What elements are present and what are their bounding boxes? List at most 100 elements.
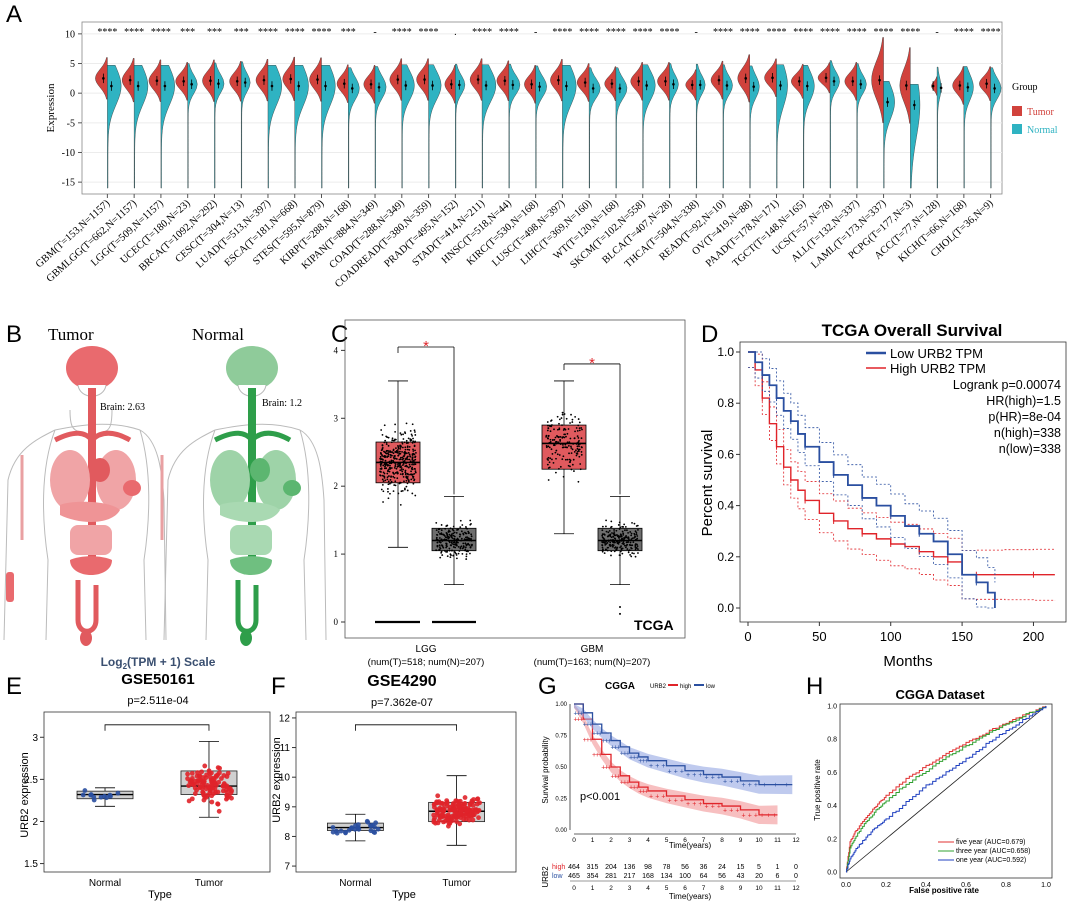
panel-c-point-tumor — [411, 434, 414, 437]
panel-h-xtick-label: 1.0 — [1041, 882, 1051, 889]
panel-c-point-normal — [469, 552, 471, 555]
panel-c-point-normal — [452, 543, 455, 546]
panel-c-point-normal — [459, 526, 462, 529]
panel-g-xtick-label: 3 — [628, 837, 632, 844]
panel-c-point-tumor — [577, 480, 580, 483]
panel-c-point-tumor — [404, 432, 407, 435]
panel-a-violin-tumor — [576, 63, 590, 102]
panel-a-significance: **** — [793, 27, 813, 38]
panel-c-point-normal — [613, 531, 616, 534]
panel-c-plot-frame — [344, 319, 686, 639]
panel-c-point-tumor — [399, 503, 402, 506]
panel-c-point-normal — [436, 533, 438, 536]
panel-c-point-normal — [618, 528, 621, 530]
panel-e-point-tumor — [203, 794, 209, 800]
panel-c-point-normal — [614, 534, 617, 537]
panel-c-point-normal — [619, 554, 621, 557]
panel-c-point-normal — [469, 519, 472, 522]
panel-c-point-normal — [630, 547, 633, 550]
panel-c-point-tumor — [389, 454, 392, 456]
panel-b-normal-title: Normal — [192, 325, 244, 344]
panel-g-censor-low: + — [626, 751, 630, 758]
panel-c-point-normal — [625, 544, 628, 547]
panel-a-median-tumor — [583, 81, 587, 84]
panel-c-point-normal — [635, 547, 637, 549]
panel-d-ci-lower-low — [748, 366, 995, 609]
panel-c-point-tumor — [576, 435, 579, 438]
panel-c-point-tumor — [576, 450, 579, 453]
panel-d-ytick-label: 0.0 — [717, 601, 734, 615]
panel-a-violin-normal — [160, 65, 175, 189]
panel-a-violin-tumor — [657, 62, 670, 101]
panel-c-point-tumor — [397, 445, 399, 447]
panel-g-ytick-label: 0.25 — [555, 797, 567, 803]
panel-a-median-tumor — [851, 80, 855, 83]
tumor-breast — [123, 480, 141, 496]
panel-f-xtick-label: Normal — [339, 878, 371, 889]
panel-a-violin-tumor — [363, 65, 376, 104]
panel-g-censor-high: + — [735, 807, 739, 814]
panel-a-violin-normal — [803, 65, 815, 189]
panel-g-risk-high-value: 5 — [757, 864, 761, 871]
panel-c-point-normal — [452, 534, 455, 537]
panel-h-ytick-label: 0.2 — [827, 836, 837, 843]
panel-a-violin-tumor — [817, 62, 831, 94]
panel-c-point-tumor — [552, 461, 555, 464]
panel-c-point-normal — [465, 544, 468, 547]
panel-e-point-tumor — [200, 775, 206, 780]
panel-c-point-tumor — [382, 464, 385, 467]
panel-c-point-normal — [469, 546, 472, 549]
panel-c-point-normal — [436, 539, 439, 542]
panel-c-point-tumor — [576, 442, 578, 445]
panel-c-point-tumor — [390, 451, 392, 454]
panel-g-risk-low-value: 20 — [755, 873, 763, 880]
panel-c-point-normal — [627, 538, 630, 540]
panel-c-point-tumor — [412, 440, 415, 443]
panel-a-ytick-label: -10 — [62, 148, 75, 159]
panel-g-xlabel: Time(years) — [669, 841, 712, 850]
panel-c-point-normal — [620, 539, 623, 542]
panel-d-xtick-label: 200 — [1023, 629, 1045, 644]
panel-d-ytick-label: 0.8 — [717, 396, 734, 410]
panel-c-point-tumor — [402, 468, 405, 471]
panel-g-risk-label: URB2 — [541, 866, 550, 888]
panel-c-point-tumor — [548, 446, 551, 449]
panel-c-point-tumor — [391, 451, 394, 454]
panel-e-point-tumor — [193, 778, 199, 784]
panel-c-point-normal — [444, 527, 447, 530]
panel-c-point-normal — [445, 543, 448, 546]
panel-c-point-tumor — [414, 471, 417, 474]
panel-a-violin-tumor — [469, 58, 483, 101]
panel-c-point-normal — [624, 546, 627, 549]
panel-c-point-tumor — [385, 441, 388, 444]
panel-c-point-tumor — [392, 448, 395, 451]
panel-c-point-tumor — [381, 448, 384, 451]
panel-f-point-tumor — [475, 796, 481, 802]
panel-c-point-tumor — [400, 467, 403, 469]
panel-a-legend-normal-swatch — [1012, 124, 1022, 134]
panel-c-point-tumor — [410, 473, 413, 476]
panel-c-point-normal — [619, 533, 622, 536]
panel-c-point-tumor — [411, 492, 414, 495]
panel-c-point-normal — [624, 536, 627, 539]
panel-g-censor-low: + — [668, 768, 672, 775]
panel-c-point-tumor — [560, 417, 563, 419]
panel-c-point-tumor — [414, 449, 416, 452]
panel-f-ytick-label: 10 — [279, 773, 291, 784]
panel-c-point-tumor — [564, 428, 567, 431]
panel-c-point-tumor — [414, 458, 417, 461]
panel-c-point-normal — [629, 541, 632, 544]
panel-c-point-normal — [613, 533, 616, 536]
panel-c-point-normal — [466, 549, 469, 552]
panel-g-risk-low-value: 0 — [794, 873, 798, 880]
panel-c-point-tumor — [386, 455, 389, 458]
panel-c-point-tumor — [556, 415, 559, 418]
panel-f-ytick-label: 7 — [284, 862, 290, 873]
panel-c-point-normal — [634, 548, 637, 551]
panel-c-point-normal — [622, 534, 625, 536]
panel-c-point-tumor — [567, 428, 570, 430]
panel-a-median-normal — [431, 84, 434, 87]
panel-d-xtick-label: 0 — [744, 629, 751, 644]
panel-c-point-tumor — [406, 448, 409, 451]
panel-c-point-normal — [448, 540, 450, 543]
